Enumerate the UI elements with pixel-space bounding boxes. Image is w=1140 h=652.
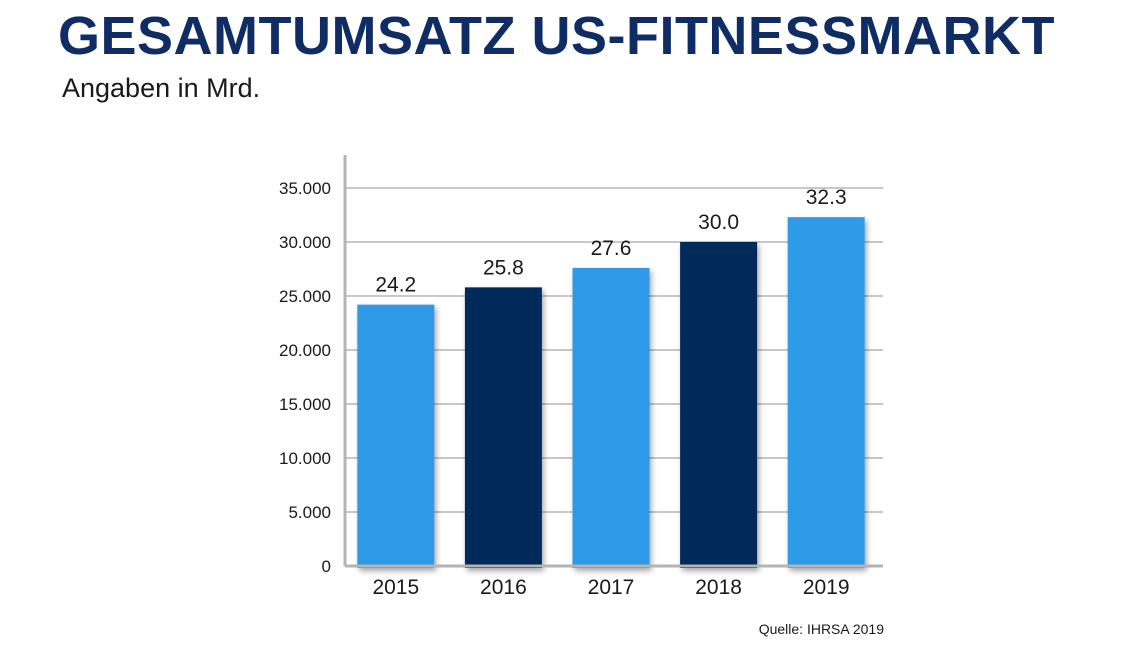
chart-title: GESAMTUMSATZ US-FITNESSMARKT — [58, 6, 1055, 66]
x-tick-label-2019: 2019 — [803, 576, 850, 599]
axes — [343, 155, 883, 568]
x-tick-label-2018: 2018 — [695, 576, 742, 599]
bar-2019 — [787, 217, 865, 568]
bar-2016 — [464, 287, 542, 568]
y-tick-label: 10.000 — [279, 449, 331, 468]
data-label-2019: 32.3 — [806, 186, 847, 209]
data-label-2018: 30.0 — [698, 211, 739, 234]
bar-2018 — [680, 242, 758, 568]
data-label-2017: 27.6 — [591, 237, 632, 260]
y-tick-label: 5.000 — [288, 503, 331, 522]
y-tick-label: 35.000 — [279, 179, 331, 198]
bar-2015 — [357, 304, 435, 568]
source-note: Quelle: IHRSA 2019 — [758, 621, 884, 637]
y-tick-label: 15.000 — [279, 395, 331, 414]
x-tick-label-2017: 2017 — [588, 576, 635, 599]
data-labels: 24.2 25.8 27.6 30.0 32.3 — [375, 186, 846, 296]
x-tick-label-2016: 2016 — [480, 576, 527, 599]
y-tick-label: 0 — [322, 557, 331, 576]
bars — [357, 217, 865, 568]
y-tick-label: 30.000 — [279, 233, 331, 252]
chart-subtitle: Angaben in Mrd. — [62, 73, 261, 103]
bar-2017 — [572, 267, 650, 568]
y-tick-label: 25.000 — [279, 287, 331, 306]
x-axis-category-labels: 2015 2016 2017 2018 2019 — [372, 576, 849, 599]
y-tick-label: 20.000 — [279, 341, 331, 360]
y-axis-tick-labels: 0 5.000 10.000 15.000 20.000 25.000 30.000 35.0… — [279, 179, 331, 576]
x-tick-label-2015: 2015 — [372, 576, 419, 599]
data-label-2015: 24.2 — [375, 274, 416, 297]
data-label-2016: 25.8 — [483, 256, 524, 279]
